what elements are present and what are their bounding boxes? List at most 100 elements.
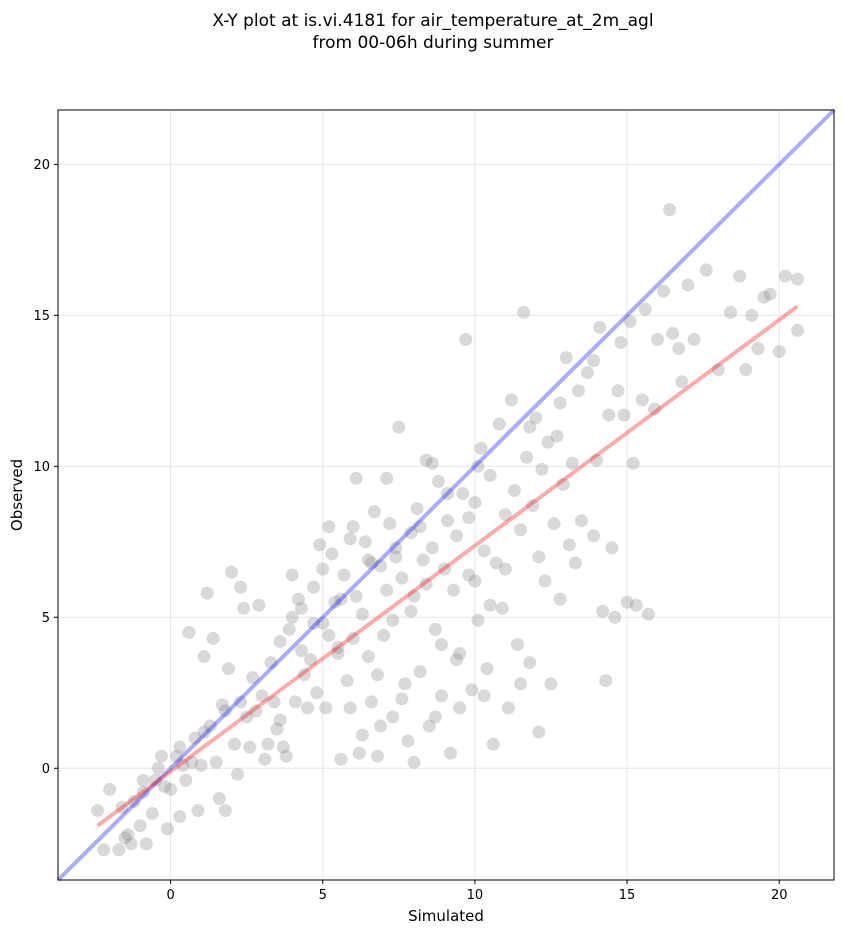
scatter-point [285,610,299,624]
scatter-point [605,541,619,555]
scatter-point [273,713,287,727]
scatter-point [650,332,664,346]
scatter-point [511,637,525,651]
scatter-point [240,710,254,724]
scatter-point [164,782,178,796]
scatter-point [264,656,278,670]
scatter-point [477,544,491,558]
scatter-point [377,628,391,642]
scatter-point [197,725,211,739]
y-axis-label: Observed [8,459,26,531]
scatter-point [282,622,296,636]
scatter-point [194,758,208,772]
scatter-point [532,550,546,564]
scatter-point [346,520,360,534]
scatter-point [672,342,686,356]
scatter-point [133,819,147,833]
scatter-point [711,363,725,377]
scatter-point [316,562,330,576]
scatter-point [428,622,442,636]
scatter-point [386,710,400,724]
scatter-point [529,411,543,425]
scatter-point [599,674,613,688]
scatter-point [663,203,677,217]
scatter-point [374,719,388,733]
scatter-point [367,505,381,519]
scatter-point [398,677,412,691]
scatter-point [173,810,187,824]
scatter-point [413,665,427,679]
scatter-point [532,725,546,739]
scatter-point [243,740,257,754]
scatter-point [623,314,637,328]
scatter-point [450,653,464,667]
scatter-point [486,737,500,751]
scatter-point [364,695,378,709]
y-tick-label: 20 [33,158,50,173]
scatter-point [544,677,558,691]
scatter-point [453,701,467,715]
scatter-point [441,486,455,500]
scatter-point [395,571,409,585]
scatter-point [252,598,266,612]
scatter-point [380,471,394,485]
scatter-point [587,529,601,543]
scatter-point [468,496,482,510]
scatter-point [733,269,747,283]
scatter-point [517,305,531,319]
plot-frame [57,109,835,881]
scatter-point [179,773,193,787]
scatter-point [145,807,159,821]
scatter-point [468,574,482,588]
x-tick-label: 15 [619,888,636,903]
scatter-point [465,683,479,697]
scatter-point [237,601,251,615]
scatter-point [270,722,284,736]
title-line-1: X-Y plot at is.vi.4181 for air_temperatu… [212,11,653,31]
scatter-point [462,511,476,525]
scatter-point [124,837,138,851]
scatter-point [559,351,573,365]
scatter-point [371,668,385,682]
scatter-point [224,565,238,579]
scatter-points [91,203,804,857]
scatter-point [666,326,680,340]
scatter-point [206,631,220,645]
scatter-point [459,332,473,346]
scatter-point [419,577,433,591]
scatter-point [349,589,363,603]
scatter-point [501,701,515,715]
scatter-point [675,375,689,389]
scatter-point [389,550,403,564]
scatter-point [136,773,150,787]
scatter-point [307,616,321,630]
scatter-point [419,453,433,467]
scatter-point [404,526,418,540]
x-tick-label: 5 [319,888,327,903]
scatter-point [200,586,214,600]
scatter-point [139,837,153,851]
scatter-point [273,634,287,648]
scatter-point [276,740,290,754]
x-axis-ticks: 0 5 10 15 20 [166,880,787,903]
scatter-point [294,601,308,615]
scatter-point [498,508,512,522]
x-tick-label: 0 [166,888,174,903]
scatter-point [319,701,333,715]
scatter-point [118,831,132,845]
scatter-point [185,755,199,769]
scatter-point [325,547,339,561]
scatter-point [191,804,205,818]
scatter-point [629,598,643,612]
identity-line [56,108,836,882]
scatter-point [328,595,342,609]
scatter-point [170,749,184,763]
scatter-point [772,345,786,359]
scatter-point [450,529,464,543]
scatter-point [364,556,378,570]
scatter-point [471,613,485,627]
scatter-point [258,752,272,766]
scatter-point [568,556,582,570]
scatter-point [413,520,427,534]
